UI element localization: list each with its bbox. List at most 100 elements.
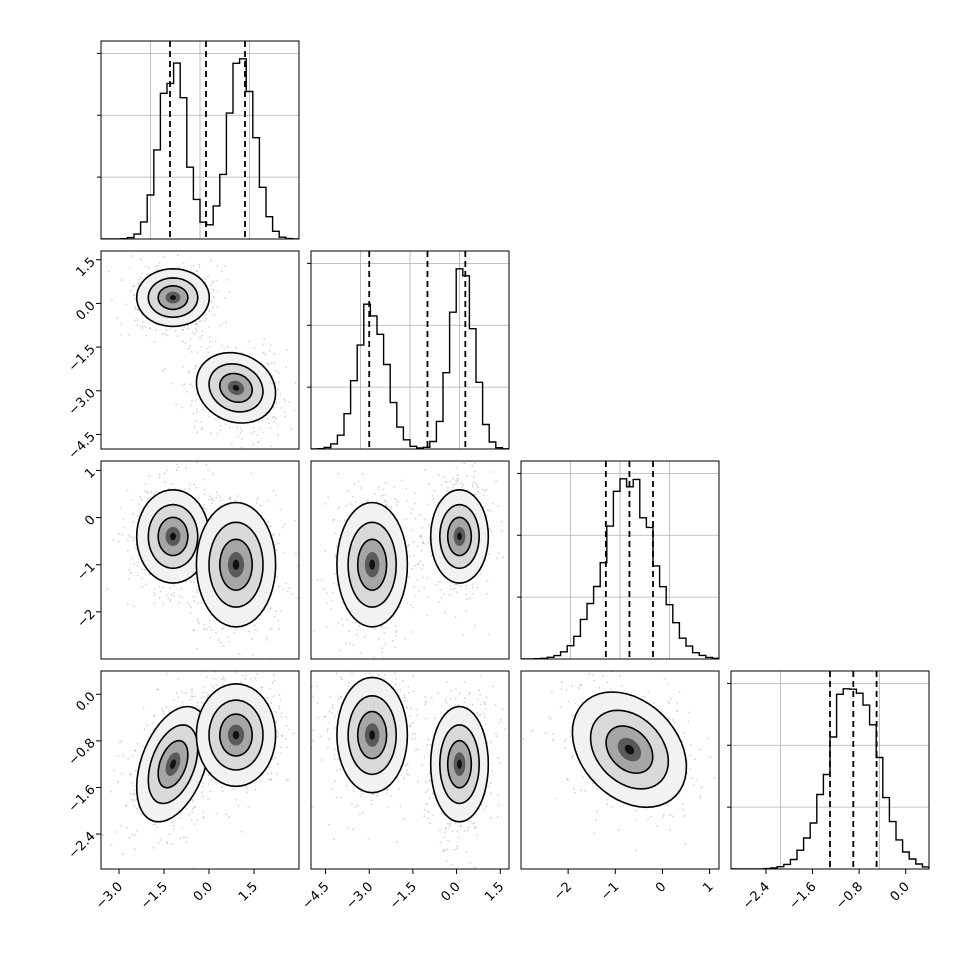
scatter-point [384, 677, 387, 680]
scatter-point [445, 490, 448, 493]
scatter-point [117, 754, 120, 757]
scatter-point [148, 327, 151, 330]
contour-line [195, 501, 277, 628]
scatter-point [270, 772, 273, 775]
scatter-point [142, 321, 145, 323]
scatter-point [215, 451, 217, 453]
scatter-point [177, 696, 180, 699]
scatter-point [471, 485, 474, 488]
scatter-point [393, 646, 396, 648]
scatter-point [498, 551, 500, 554]
scatter-point [172, 828, 175, 830]
scatter-point [412, 585, 415, 588]
scatter-point [202, 504, 205, 506]
scatter-point [416, 714, 419, 717]
scatter-point [120, 507, 122, 510]
scatter-point [209, 495, 212, 498]
scatter-point [132, 539, 135, 541]
scatter-point [420, 549, 423, 552]
scatter-point [409, 715, 411, 717]
scatter-point [134, 769, 137, 772]
scatter-point [121, 533, 124, 536]
scatter-point [270, 361, 273, 364]
scatter-point [183, 383, 186, 385]
scatter-point [464, 588, 467, 590]
scatter-point [322, 588, 325, 591]
scatter-point [209, 790, 212, 793]
scatter-point [221, 790, 224, 793]
scatter-point [387, 667, 389, 669]
scatter-point [265, 638, 268, 641]
scatter-point [185, 467, 187, 469]
scatter-point [169, 600, 171, 603]
scatter-point [312, 729, 315, 731]
scatter-point [456, 474, 459, 477]
scatter-point [419, 534, 422, 537]
scatter-point [165, 673, 168, 675]
scatter-point [131, 557, 134, 560]
scatter-point [162, 710, 164, 713]
scatter-point [192, 595, 195, 598]
scatter-point [319, 735, 322, 738]
scatter-point [209, 619, 211, 622]
scatter-point [247, 806, 250, 808]
scatter-point [145, 334, 148, 337]
scatter-point [260, 686, 263, 689]
scatter-point [406, 764, 409, 766]
scatter-point [198, 497, 201, 500]
scatter-point [251, 654, 254, 656]
scatter-point [500, 530, 503, 532]
scatter-point [229, 497, 232, 499]
scatter-point [228, 815, 231, 818]
scatter-point [495, 480, 498, 483]
scatter-point [339, 676, 342, 679]
scatter-point [364, 635, 366, 638]
scatter-point [346, 618, 348, 621]
scatter-point [411, 528, 414, 531]
scatter-point [148, 887, 150, 889]
scatter-point [476, 586, 479, 589]
scatter-point [197, 618, 199, 621]
scatter-3-1: 10−1−2 [74, 460, 300, 660]
scatter-point [414, 502, 416, 505]
density-peak [232, 559, 240, 570]
scatter-point [251, 638, 254, 640]
scatter-point [261, 420, 264, 422]
scatter-point [240, 681, 243, 683]
scatter-point [153, 592, 156, 595]
scatter-point [133, 800, 136, 802]
scatter-point [157, 842, 160, 844]
scatter-point [193, 577, 196, 580]
scatter-point [397, 500, 399, 503]
scatter-point [182, 328, 185, 331]
scatter-point [174, 329, 177, 332]
scatter-point [330, 608, 333, 610]
scatter-point [209, 346, 212, 348]
scatter-point [246, 791, 249, 794]
scatter-point [489, 509, 491, 512]
scatter-point [196, 589, 198, 592]
scatter-point [121, 853, 124, 856]
scatter-point [208, 416, 211, 419]
scatter-point [404, 700, 407, 703]
scatter-3-1-plot-area [101, 461, 299, 659]
scatter-point [205, 314, 207, 316]
scatter-point [173, 584, 176, 587]
scatter-point [486, 874, 488, 876]
scatter-point [410, 631, 412, 633]
scatter-point [181, 329, 184, 331]
scatter-point [129, 289, 132, 292]
scatter-point [353, 790, 356, 793]
scatter-point [395, 503, 398, 506]
scatter-point [153, 714, 156, 716]
scatter-point [134, 749, 137, 752]
scatter-point [348, 681, 350, 684]
contour-line [157, 739, 189, 789]
scatter-point [188, 487, 190, 490]
scatter-point [263, 353, 266, 356]
scatter-point [254, 669, 256, 671]
contour-line [218, 713, 254, 757]
scatter-point [166, 841, 169, 843]
scatter-point [216, 494, 219, 497]
scatter-point [122, 518, 125, 520]
